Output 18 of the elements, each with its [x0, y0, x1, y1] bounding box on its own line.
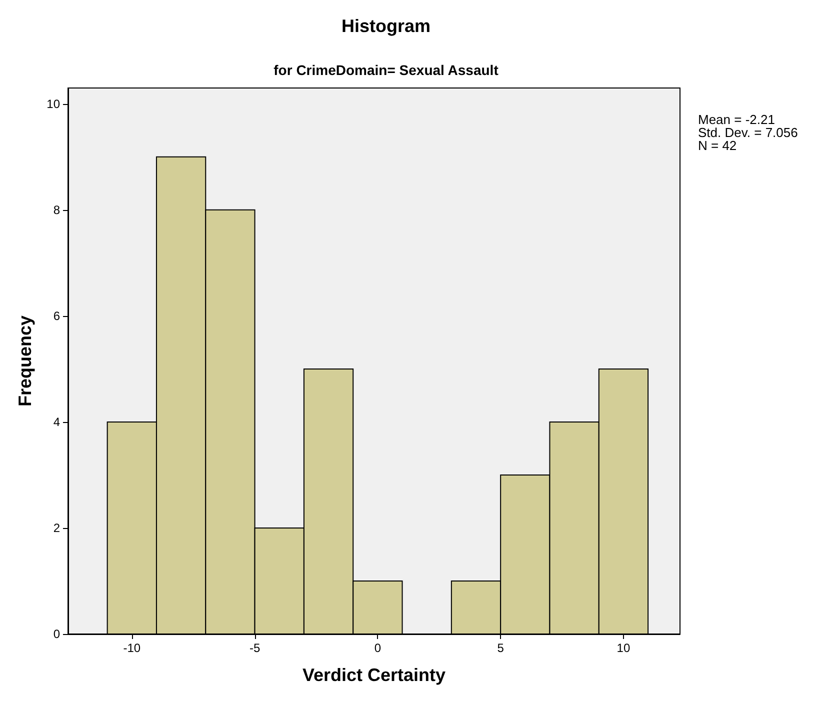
x-tick-label: 5: [497, 641, 504, 655]
x-tick-label: -10: [123, 641, 141, 655]
x-axis-title: Verdict Certainty: [302, 665, 446, 685]
y-tick-label: 8: [53, 202, 60, 217]
y-tick-label: 10: [46, 96, 60, 111]
y-tick-label: 4: [53, 414, 60, 429]
y-tick-label: 0: [53, 627, 60, 641]
text: Mean = -2.21: [698, 112, 775, 127]
y-axis-title: Frequency: [15, 315, 35, 407]
text: N = 42: [698, 138, 737, 153]
text: Std. Dev. = 7.056: [698, 125, 798, 140]
chart-subtitle: for CrimeDomain= Sexual Assault: [274, 62, 499, 78]
y-tick-label: 6: [53, 308, 60, 323]
chart-title: Histogram: [341, 16, 431, 36]
y-tick-label: 2: [53, 520, 60, 535]
x-tick-label: -5: [249, 641, 260, 655]
x-tick-label: 10: [616, 641, 630, 655]
x-tick-label: 0: [374, 641, 382, 655]
